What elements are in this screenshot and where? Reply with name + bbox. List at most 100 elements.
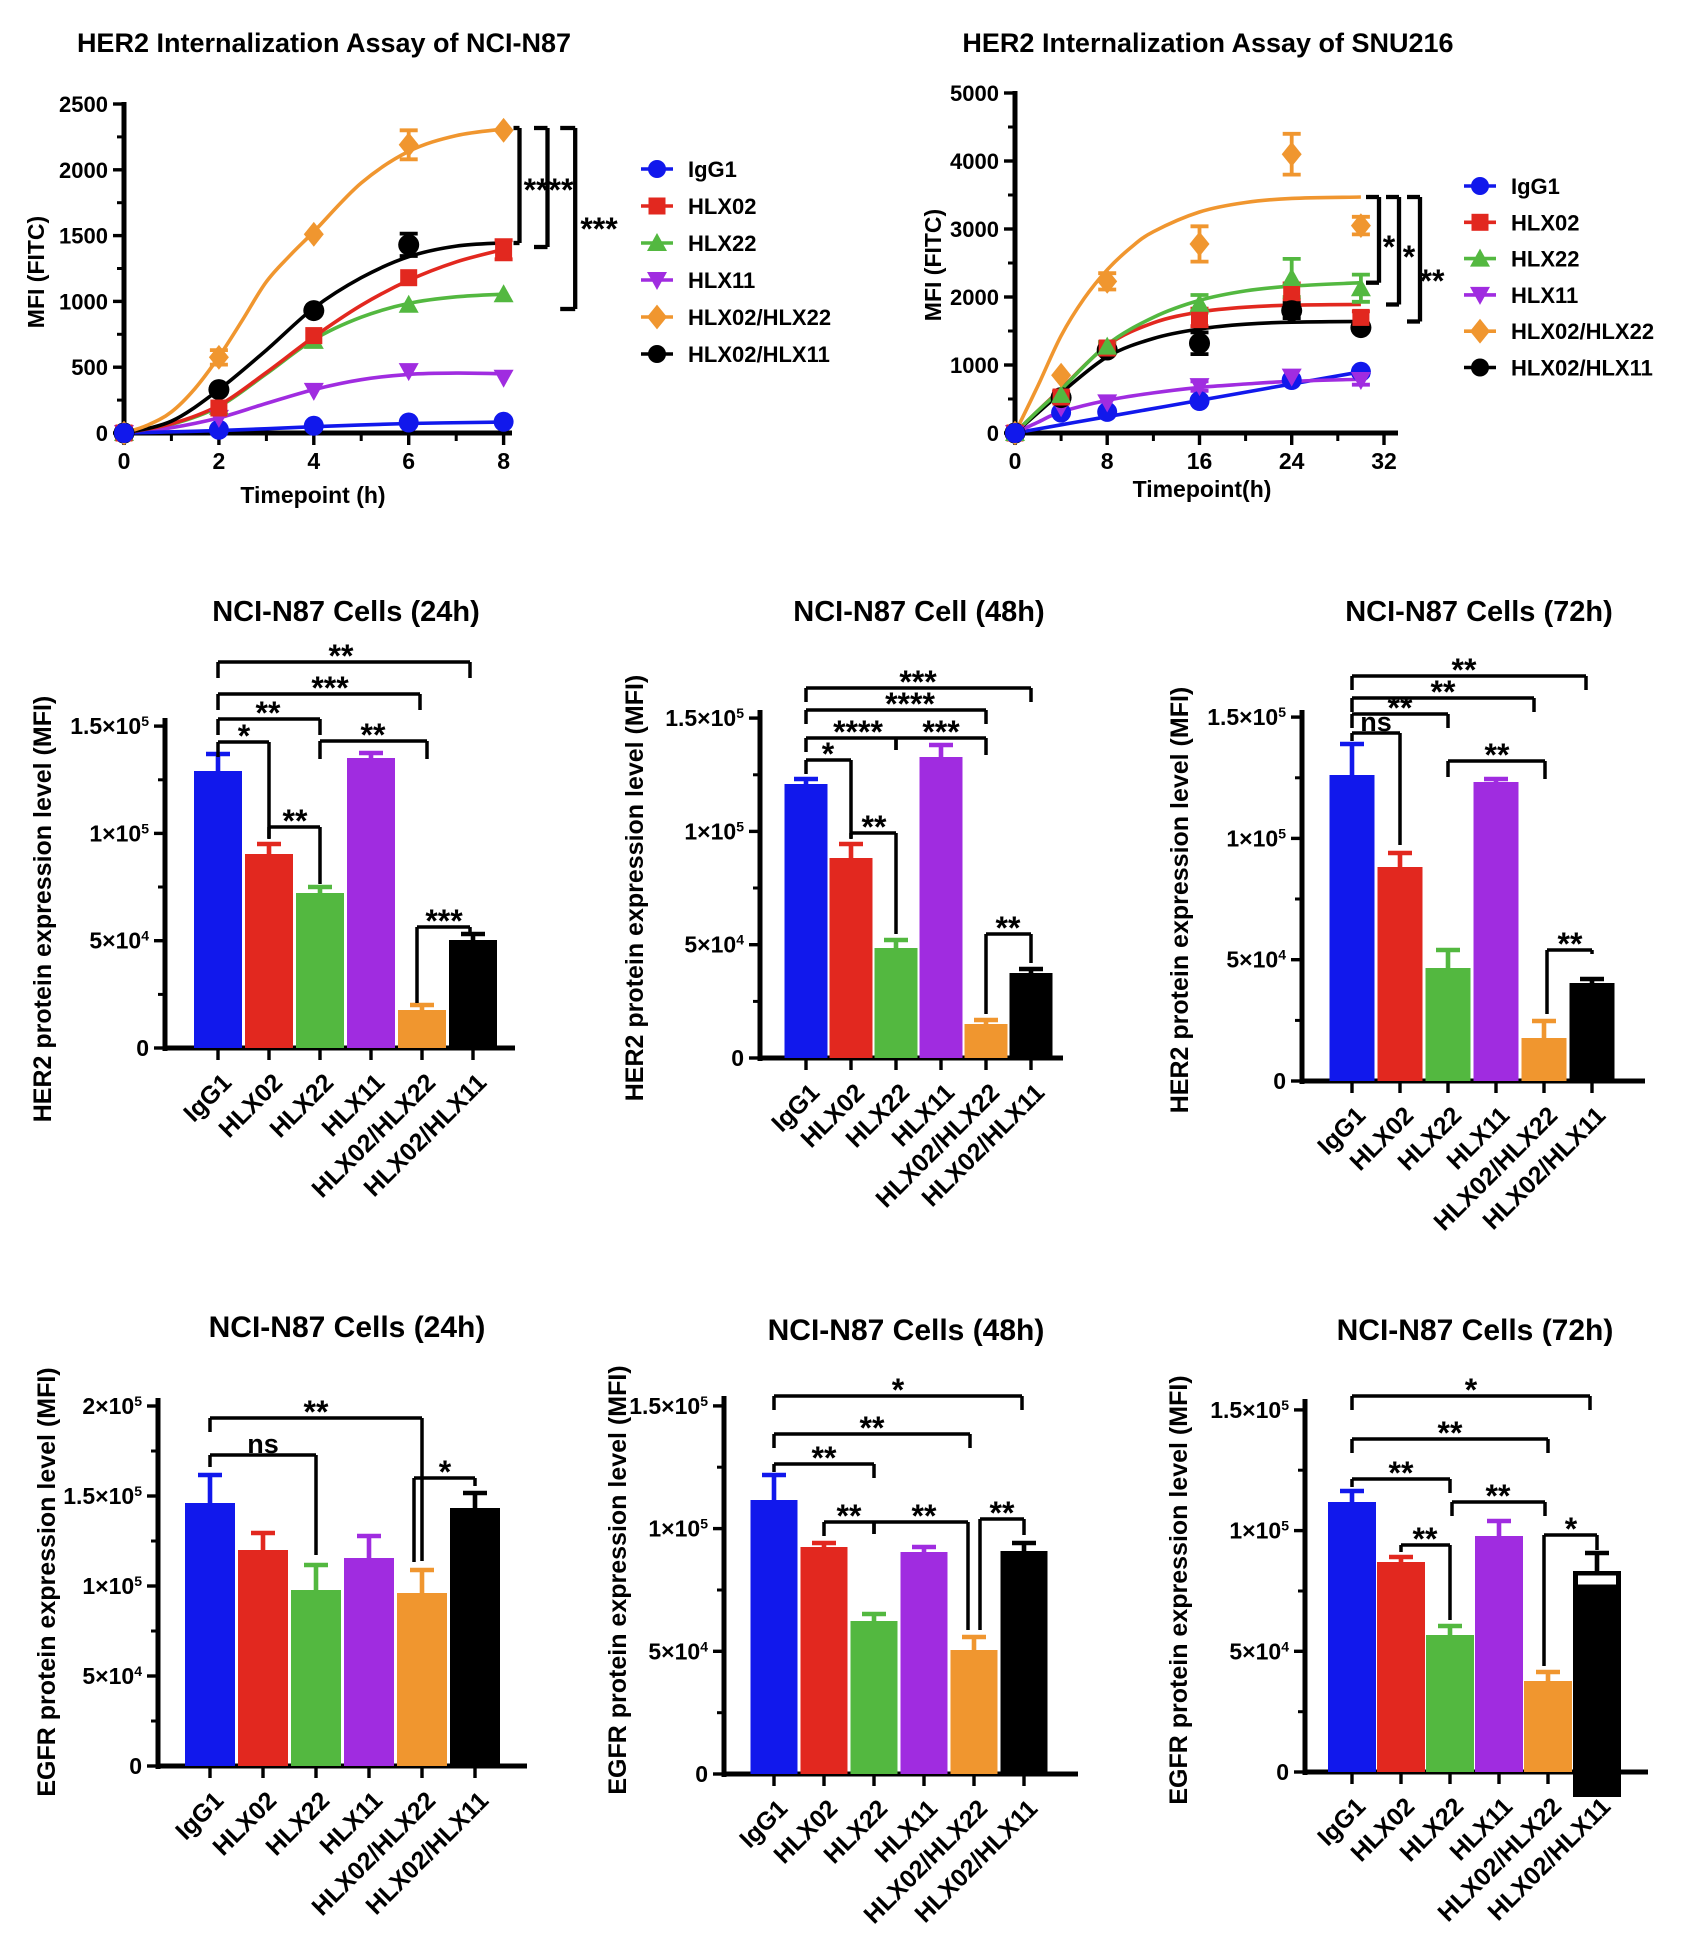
svg-text:*: * [822, 736, 835, 772]
svg-text:**: ** [1420, 263, 1445, 299]
svg-text:*: * [892, 1372, 905, 1408]
svg-text:**: ** [1438, 1415, 1463, 1451]
svg-text:HLX02: HLX02 [688, 194, 756, 219]
svg-text:HLX22: HLX22 [1511, 247, 1579, 272]
svg-text:6: 6 [402, 448, 415, 474]
svg-text:2: 2 [213, 448, 226, 474]
svg-text:***: *** [425, 903, 463, 939]
svg-text:**: ** [1389, 1455, 1414, 1491]
svg-text:NCI-N87 Cells (24h): NCI-N87 Cells (24h) [212, 596, 480, 628]
svg-text:HER2 Internalization Assay of: HER2 Internalization Assay of NCI-N87 [77, 28, 571, 58]
svg-text:EGFR protein expression level: EGFR protein expression level (MFI) [604, 1365, 632, 1794]
svg-text:NCI-N87 Cells (72h): NCI-N87 Cells (72h) [1337, 1314, 1614, 1347]
svg-text:0: 0 [987, 421, 999, 446]
svg-text:1000: 1000 [950, 353, 999, 378]
svg-text:Timepoint (h): Timepoint (h) [240, 482, 385, 508]
svg-text:1×105: 1×105 [648, 1516, 708, 1542]
svg-text:0: 0 [136, 1035, 149, 1061]
svg-text:**: ** [862, 809, 887, 845]
svg-text:1×105: 1×105 [1226, 825, 1286, 851]
svg-text:****: **** [833, 714, 883, 750]
svg-text:EGFR protein expression level: EGFR protein expression level (MFI) [1165, 1375, 1193, 1804]
svg-text:****: **** [885, 686, 935, 722]
svg-text:HLX02/HLX22: HLX02/HLX22 [688, 305, 831, 330]
svg-text:8: 8 [497, 448, 510, 474]
svg-text:***: *** [922, 714, 960, 750]
svg-text:1.5×105: 1.5×105 [63, 1483, 142, 1509]
svg-text:ns: ns [1360, 707, 1392, 737]
svg-text:HLX02/HLX22: HLX02/HLX22 [1511, 319, 1654, 344]
svg-text:MFI (FITC): MFI (FITC) [23, 216, 49, 328]
svg-text:ns: ns [247, 1429, 279, 1459]
svg-text:24: 24 [1279, 448, 1305, 474]
svg-text:5×104: 5×104 [1226, 947, 1286, 973]
svg-text:4000: 4000 [950, 149, 999, 174]
svg-text:IgG1: IgG1 [1511, 174, 1560, 199]
svg-text:*: * [238, 718, 251, 754]
svg-text:8: 8 [1101, 448, 1114, 474]
svg-text:5000: 5000 [950, 81, 999, 106]
svg-text:0: 0 [1009, 448, 1022, 474]
svg-text:0: 0 [118, 448, 131, 474]
svg-text:**: ** [256, 695, 281, 731]
svg-text:1.5×105: 1.5×105 [629, 1393, 708, 1419]
svg-text:*: * [1565, 1511, 1578, 1547]
svg-text:**: ** [1413, 1521, 1438, 1557]
svg-text:1.5×105: 1.5×105 [70, 713, 149, 739]
svg-text:**: ** [1452, 652, 1477, 688]
svg-text:HER2 Internalization Assay of: HER2 Internalization Assay of SNU216 [962, 28, 1453, 58]
svg-text:*: * [1403, 239, 1416, 275]
svg-text:0: 0 [96, 421, 108, 446]
svg-text:NCI-N87 Cells (72h): NCI-N87 Cells (72h) [1345, 596, 1613, 628]
svg-text:HLX02/HLX11: HLX02/HLX11 [1511, 356, 1653, 381]
svg-text:5×104: 5×104 [89, 928, 149, 954]
svg-text:5×104: 5×104 [684, 932, 744, 958]
svg-text:*: * [1465, 1372, 1478, 1408]
svg-text:HLX02/HLX11: HLX02/HLX11 [688, 342, 830, 367]
svg-text:HER2 protein expression level: HER2 protein expression level (MFI) [621, 675, 649, 1102]
svg-text:2500: 2500 [59, 92, 108, 117]
svg-text:1.5×105: 1.5×105 [665, 705, 744, 731]
svg-text:500: 500 [71, 355, 108, 380]
svg-text:5×104: 5×104 [82, 1663, 142, 1689]
svg-text:1×105: 1×105 [1229, 1518, 1289, 1544]
svg-text:5×104: 5×104 [1229, 1638, 1289, 1664]
svg-text:2×105: 2×105 [82, 1393, 142, 1419]
svg-text:HER2 protein expression level: HER2 protein expression level (MFI) [1166, 687, 1194, 1114]
svg-text:3000: 3000 [950, 217, 999, 242]
svg-text:0: 0 [1276, 1759, 1289, 1785]
svg-text:NCI-N87 Cell (48h): NCI-N87 Cell (48h) [793, 596, 1044, 628]
svg-text:**: ** [361, 717, 386, 753]
svg-text:5×104: 5×104 [648, 1638, 708, 1664]
svg-text:***: *** [899, 664, 937, 700]
svg-text:0: 0 [695, 1761, 708, 1787]
svg-text:1000: 1000 [59, 289, 108, 314]
svg-text:*: * [439, 1454, 452, 1490]
svg-text:1500: 1500 [59, 224, 108, 249]
svg-text:**: ** [1388, 690, 1413, 726]
svg-text:Timepoint(h): Timepoint(h) [1133, 476, 1272, 502]
svg-text:**: ** [1431, 674, 1456, 710]
svg-text:1.5×105: 1.5×105 [1207, 704, 1286, 730]
svg-text:**: ** [812, 1440, 837, 1476]
svg-text:IgG1: IgG1 [688, 157, 737, 182]
svg-text:0: 0 [1273, 1068, 1286, 1094]
svg-text:**: ** [1485, 737, 1510, 773]
svg-text:**: ** [1558, 926, 1583, 962]
svg-text:****: **** [524, 172, 574, 208]
svg-text:MFI (FITC): MFI (FITC) [920, 209, 946, 321]
svg-text:1×105: 1×105 [89, 820, 149, 846]
svg-text:**: ** [996, 910, 1021, 946]
svg-text:16: 16 [1187, 448, 1213, 474]
svg-text:**: ** [1486, 1478, 1511, 1514]
svg-text:***: *** [311, 670, 349, 706]
svg-text:HLX11: HLX11 [1511, 283, 1578, 308]
svg-text:**: ** [912, 1498, 937, 1534]
svg-text:**: ** [860, 1410, 885, 1446]
svg-text:HER2 protein expression level: HER2 protein expression level (MFI) [29, 696, 57, 1123]
svg-text:HLX02: HLX02 [1511, 210, 1579, 235]
svg-text:1.5×105: 1.5×105 [1210, 1397, 1289, 1423]
svg-text:1×105: 1×105 [684, 818, 744, 844]
svg-text:0: 0 [731, 1045, 744, 1071]
svg-text:32: 32 [1371, 448, 1397, 474]
